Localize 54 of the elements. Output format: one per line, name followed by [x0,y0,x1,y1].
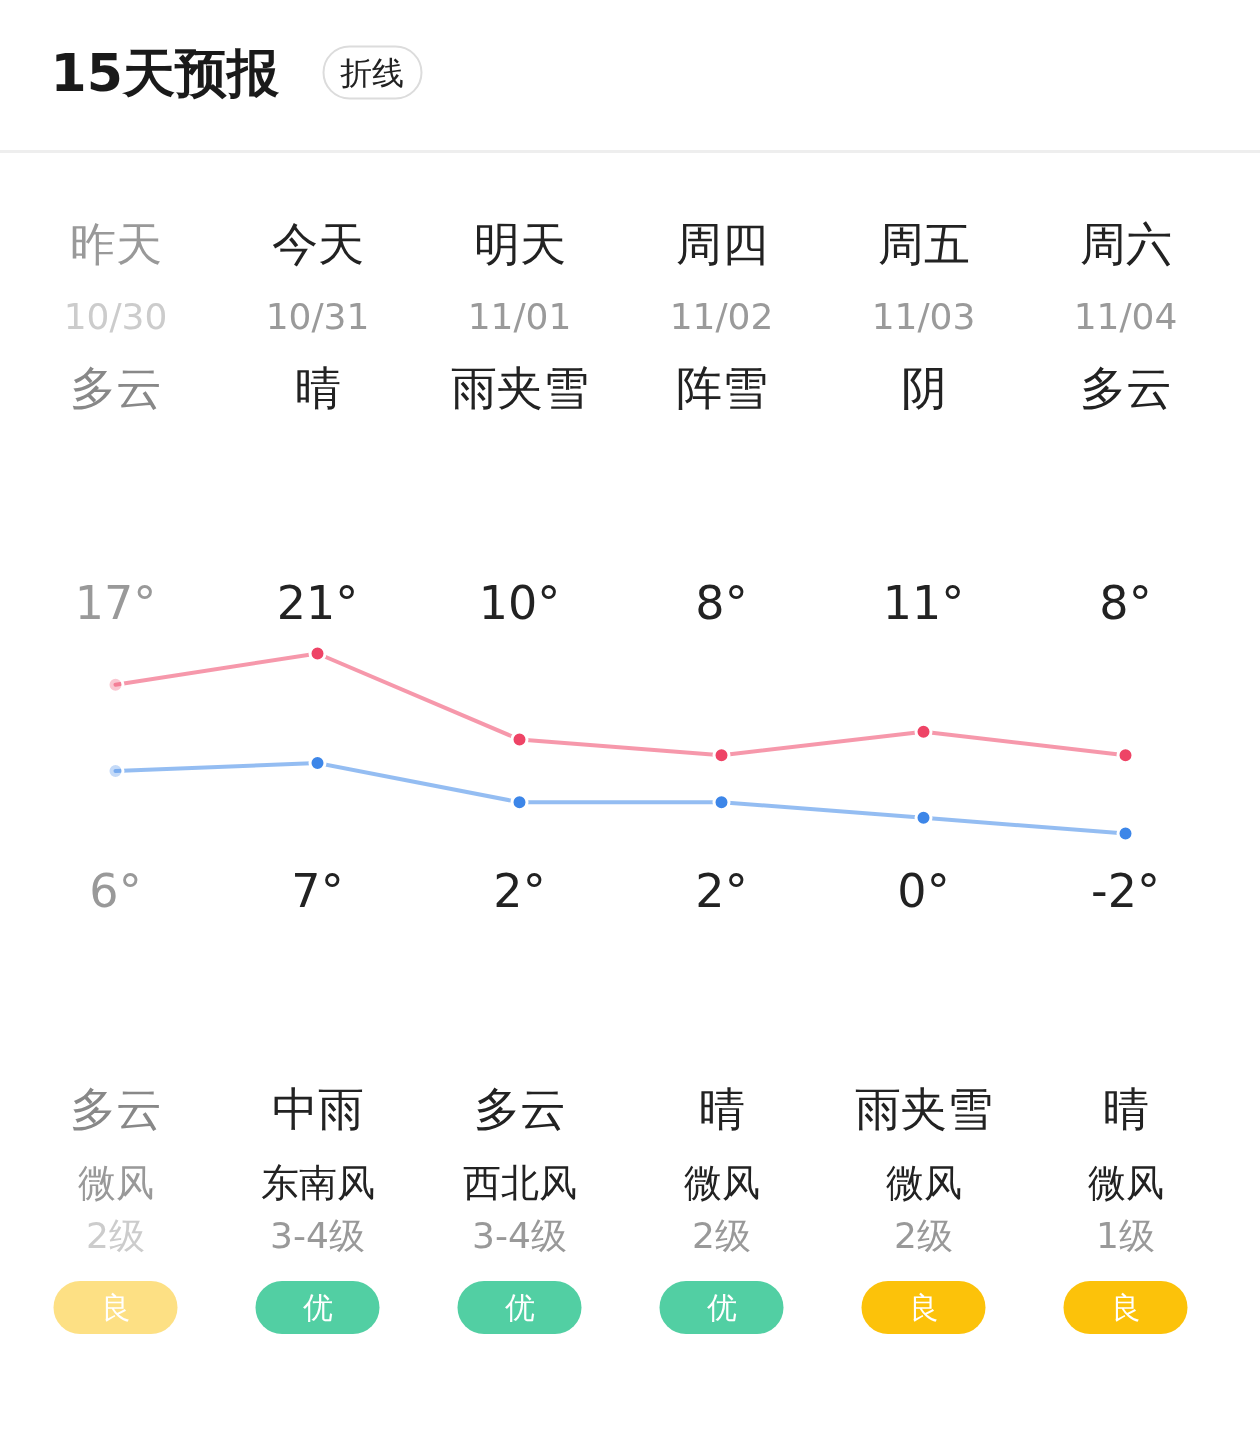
text: 东南风 [260,1160,375,1205]
text: 11/04 [1073,296,1178,337]
data-label: 10° [478,575,561,630]
text: 微风 [885,1160,962,1205]
data-label: 17° [74,575,157,630]
text: 优 [706,1290,737,1325]
text: 11/02 [669,296,774,337]
text: 2级 [692,1215,751,1256]
x-tick-label: 今天 [271,216,364,271]
text: 多云 [69,360,162,415]
data-label: 0° [897,863,950,918]
x-tick-label: 昨天 [69,216,162,271]
text: 西北风 [462,1160,577,1205]
data-label: 6° [89,863,142,918]
x-tick-label: 周四 [675,216,768,271]
data-label: 21° [276,575,359,630]
text: 11/01 [467,296,572,337]
data-label: 2° [695,863,748,918]
text: 多云 [69,1081,162,1136]
text: 3-4级 [270,1215,365,1256]
chart-subtitle: 折线 [339,53,404,92]
x-tick-label: 明天 [473,216,566,271]
data-label: 8° [695,575,748,630]
text: 2级 [894,1215,953,1256]
text: 1级 [1096,1215,1155,1256]
data-label: -2° [1091,863,1160,918]
text: 中雨 [271,1081,364,1136]
text: 微风 [77,1160,154,1205]
data-label: 8° [1099,575,1152,630]
text: 多云 [473,1081,566,1136]
text: 优 [302,1290,333,1325]
text: 微风 [683,1160,760,1205]
text: 良 [1110,1290,1141,1325]
text: 晴 [1102,1081,1149,1136]
text: 11/03 [871,296,976,337]
x-tick-label: 周五 [877,216,970,271]
text: 良 [908,1290,939,1325]
x-tick-label: 周六 [1079,216,1172,271]
data-label: 11° [882,575,965,630]
text: 多云 [1079,360,1172,415]
data-label: 2° [493,863,546,918]
text: 3-4级 [472,1215,567,1256]
text: 10/31 [265,296,370,337]
data-label: 7° [291,863,344,918]
text: 晴 [698,1081,745,1136]
text: 优 [504,1290,535,1325]
text: 雨夹雪 [854,1081,993,1136]
text: 雨夹雪 [450,360,589,415]
text: 微风 [1087,1160,1164,1205]
text: 良 [100,1290,131,1325]
text: 阵雪 [675,360,768,415]
chart-title: 15天预报 [50,42,280,103]
text: 晴 [294,360,341,415]
text: 阴 [900,360,947,415]
